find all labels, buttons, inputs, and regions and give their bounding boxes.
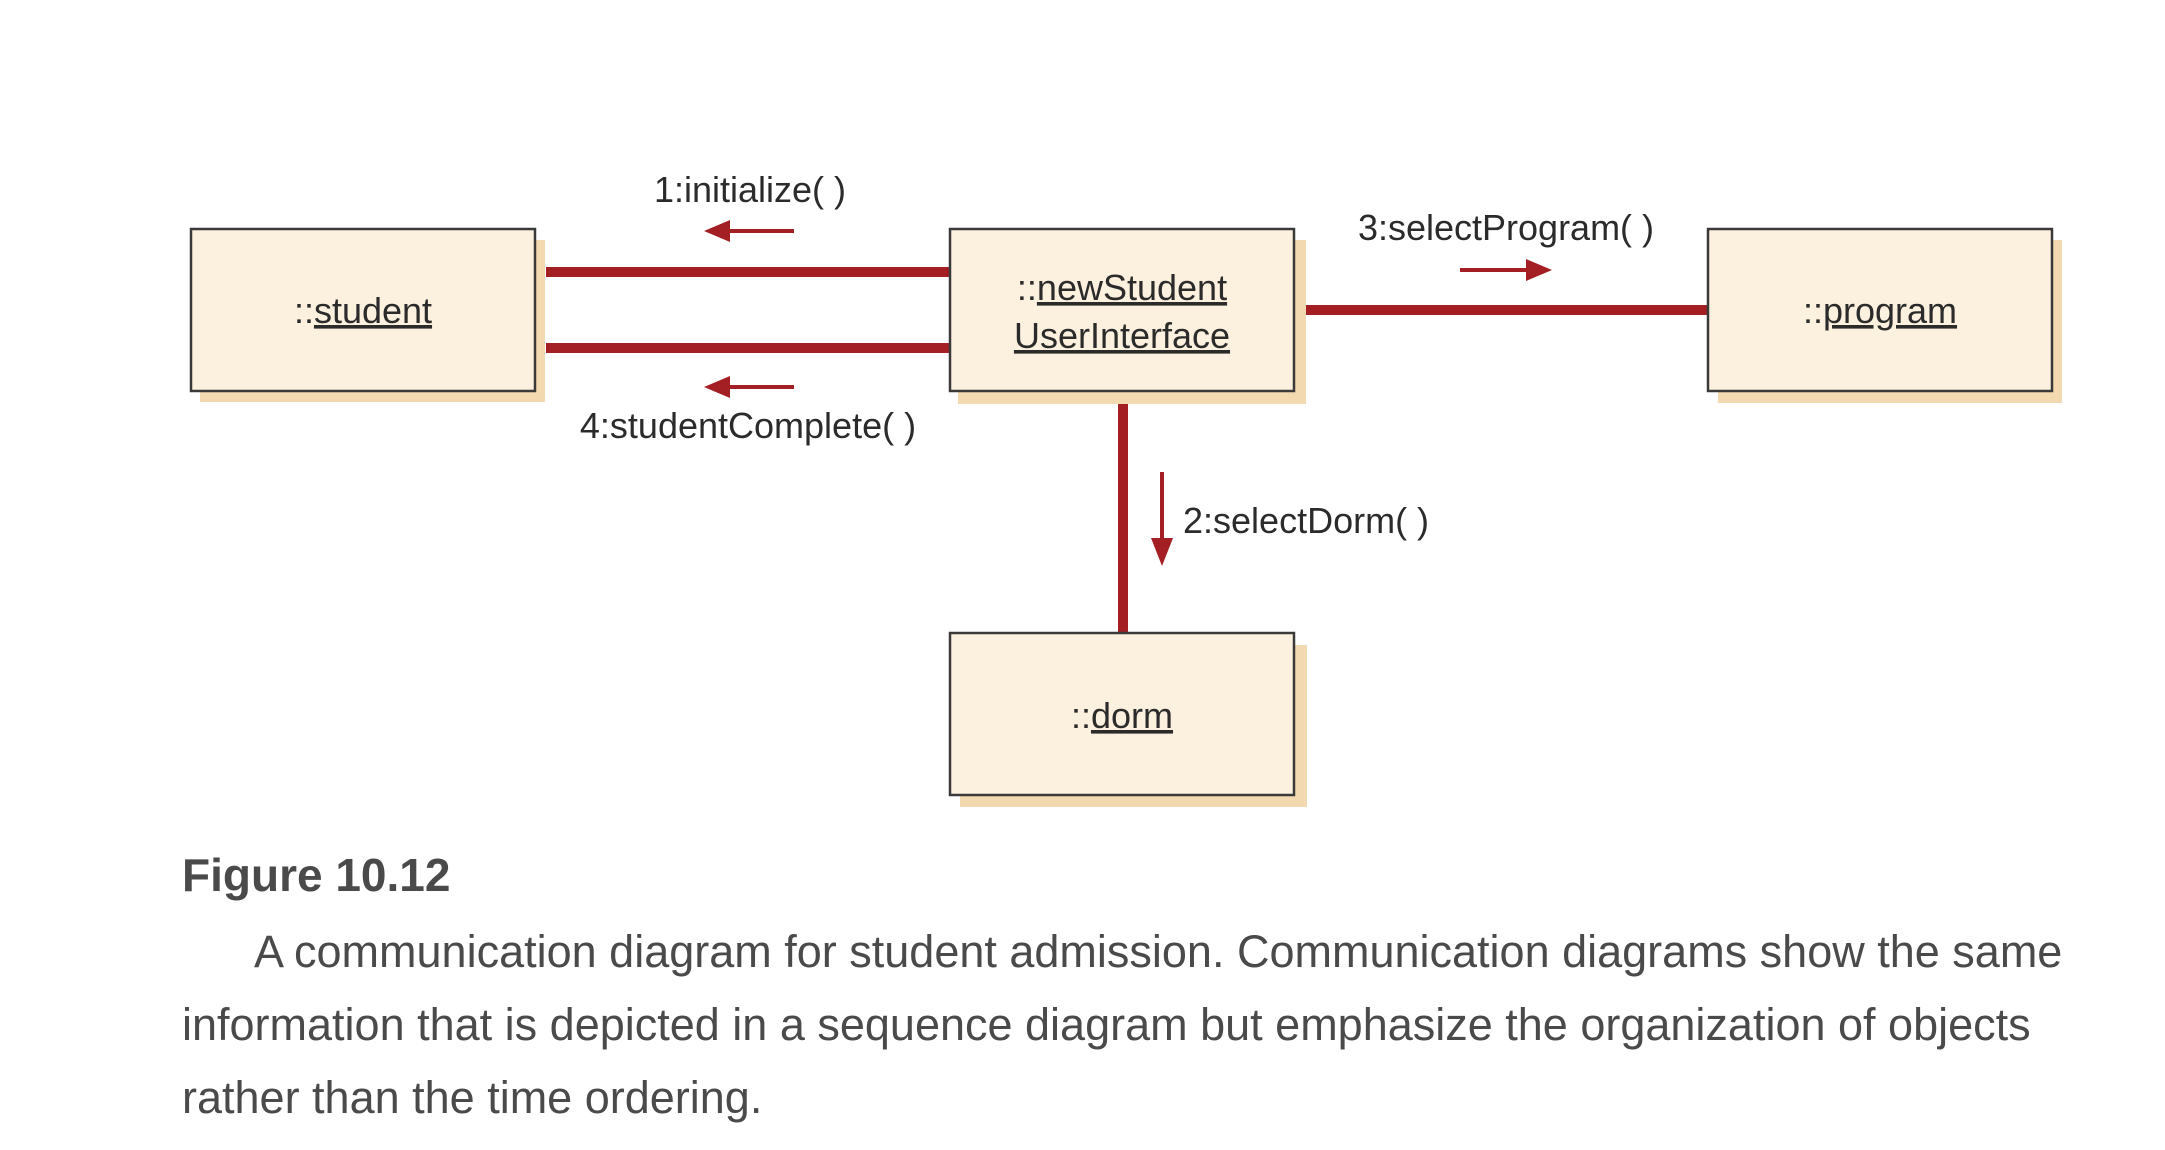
object-new-student-ui: ::newStudent UserInterface [948, 227, 1306, 404]
message-3: 3:selectProgram( ) [1358, 207, 1654, 281]
object-dorm: ::dorm [948, 631, 1307, 807]
object-student-label: ::student [294, 290, 432, 331]
message-2-arrowhead [1151, 538, 1173, 566]
message-2-label: 2:selectDorm( ) [1183, 500, 1429, 541]
message-3-arrowhead [1526, 259, 1552, 281]
message-4: 4:studentComplete( ) [580, 376, 916, 446]
message-2: 2:selectDorm( ) [1151, 472, 1429, 566]
message-1-label: 1:initialize( ) [654, 169, 846, 210]
message-3-label: 3:selectProgram( ) [1358, 207, 1654, 248]
object-new-student-ui-label-line1: ::newStudent [1017, 267, 1227, 308]
communication-diagram: ::student ::newStudent UserInterface ::p… [189, 169, 2062, 807]
object-dorm-label: ::dorm [1071, 695, 1173, 736]
links [546, 267, 1708, 633]
message-1: 1:initialize( ) [654, 169, 846, 242]
message-4-arrowhead [704, 376, 730, 398]
figure-caption-text: A communication diagram for student admi… [182, 926, 2063, 1123]
message-1-arrowhead [704, 220, 730, 242]
object-new-student-ui-box [948, 227, 1296, 393]
object-student: ::student [189, 227, 545, 402]
object-program: ::program [1706, 227, 2062, 403]
object-student-box [189, 227, 537, 393]
figure-number: Figure 10.12 [182, 849, 451, 901]
figure-caption: Figure 10.12 A communication diagram for… [182, 845, 2082, 1134]
object-program-box [1706, 227, 2054, 393]
object-program-label: ::program [1803, 290, 1957, 331]
object-new-student-ui-label-line2: UserInterface [1014, 315, 1230, 356]
message-4-label: 4:studentComplete( ) [580, 405, 916, 446]
object-dorm-box [948, 631, 1296, 797]
